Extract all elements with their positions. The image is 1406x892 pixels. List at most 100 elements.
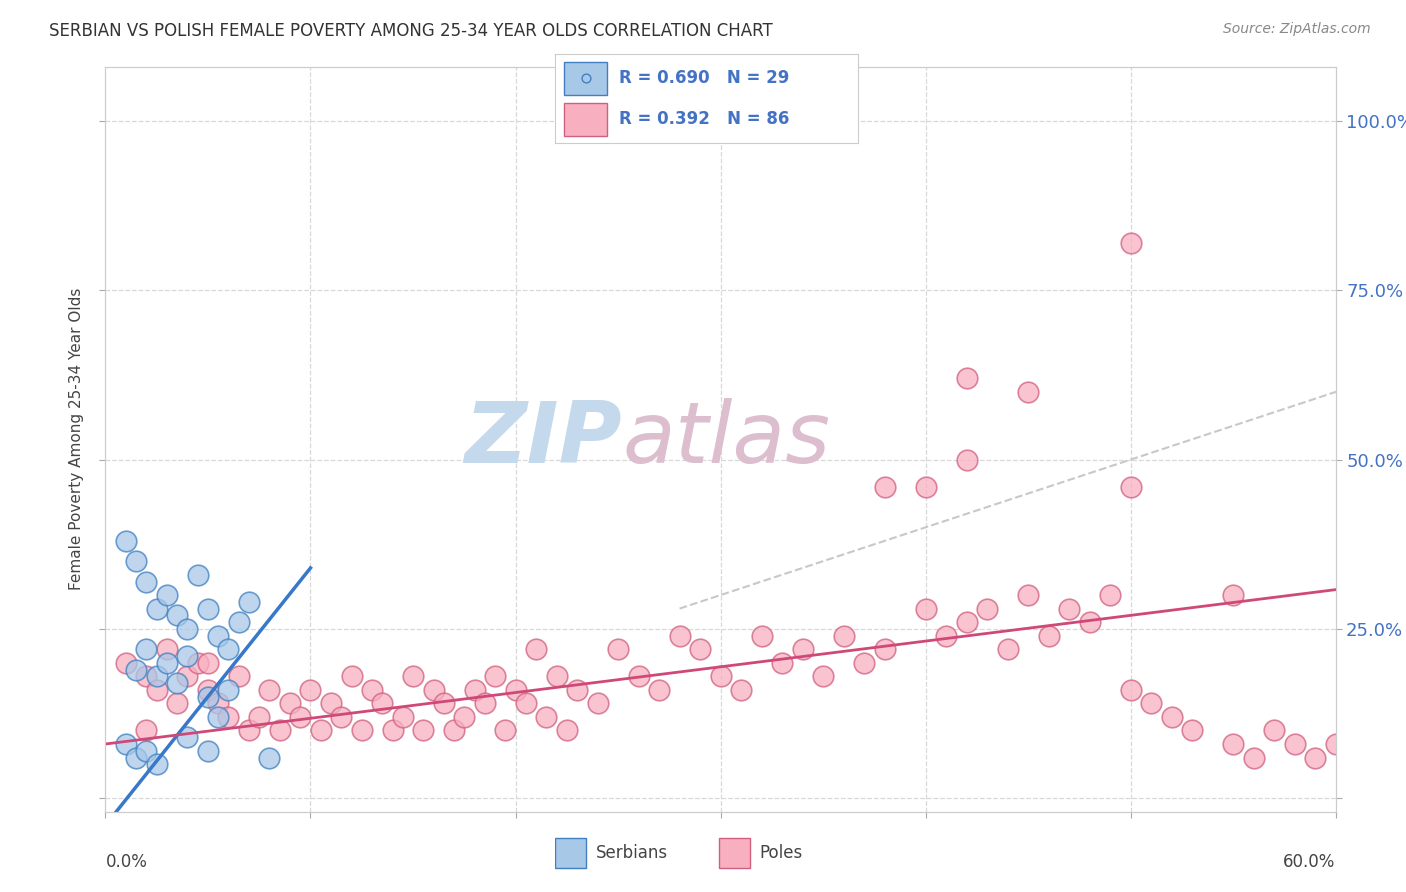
Point (145, 669, 167, 683)
Point (115, 737, 138, 751)
Point (433, 697, 456, 711)
Point (1119, 480, 1142, 494)
Point (319, 697, 342, 711)
Point (770, 656, 793, 670)
Point (125, 750, 148, 764)
Point (228, 669, 250, 683)
Text: Poles: Poles (759, 844, 803, 862)
Point (278, 697, 301, 711)
Point (730, 682, 752, 697)
Point (689, 642, 711, 657)
Point (1119, 235, 1142, 250)
Point (1284, 737, 1306, 751)
Point (997, 642, 1019, 657)
Point (145, 601, 167, 615)
Point (976, 601, 998, 615)
Point (197, 601, 219, 615)
Point (1324, 737, 1347, 751)
Point (1017, 384, 1039, 399)
Point (197, 744, 219, 758)
Point (247, 710, 270, 724)
Point (1243, 750, 1265, 764)
Text: atlas: atlas (621, 398, 830, 481)
Point (207, 629, 229, 643)
Text: SERBIAN VS POLISH FEMALE POVERTY AMONG 25-34 YEAR OLDS CORRELATION CHART: SERBIAN VS POLISH FEMALE POVERTY AMONG 2… (49, 22, 773, 40)
Point (546, 669, 568, 683)
Point (115, 533, 138, 548)
Point (914, 480, 936, 494)
Point (238, 595, 260, 609)
Point (1057, 601, 1080, 615)
Point (811, 669, 834, 683)
Point (340, 669, 363, 683)
Text: Source: ZipAtlas.com: Source: ZipAtlas.com (1223, 22, 1371, 37)
Point (453, 710, 475, 724)
Text: R = 0.392   N = 86: R = 0.392 N = 86 (619, 110, 789, 128)
Point (422, 682, 444, 697)
Text: R = 0.690   N = 29: R = 0.690 N = 29 (619, 69, 789, 87)
Point (218, 710, 240, 724)
Point (166, 697, 188, 711)
Bar (720, 838, 751, 868)
Point (1099, 588, 1122, 602)
Point (1140, 697, 1163, 711)
Point (443, 723, 465, 738)
Point (402, 669, 425, 683)
Point (135, 574, 157, 589)
Point (505, 682, 527, 697)
Point (238, 723, 260, 738)
Point (187, 567, 209, 582)
Point (371, 697, 394, 711)
Point (607, 642, 630, 657)
Bar (564, 103, 607, 136)
Point (176, 648, 198, 663)
Point (1078, 615, 1101, 629)
Point (166, 676, 188, 690)
Point (156, 642, 179, 657)
Point (474, 697, 496, 711)
Point (565, 682, 588, 697)
Point (648, 682, 671, 697)
Point (197, 682, 219, 697)
Point (197, 690, 219, 704)
Point (156, 656, 179, 670)
Point (125, 554, 148, 568)
Text: 60.0%: 60.0% (1284, 853, 1336, 871)
Point (207, 710, 229, 724)
Point (176, 730, 198, 744)
Point (792, 642, 814, 657)
Point (228, 615, 250, 629)
Point (853, 656, 876, 670)
Text: ZIP: ZIP (464, 398, 621, 481)
Point (1222, 588, 1244, 602)
Point (873, 480, 896, 494)
Point (330, 710, 353, 724)
Point (207, 697, 229, 711)
Point (135, 723, 157, 738)
Point (1038, 629, 1060, 643)
Point (176, 622, 198, 636)
Point (1181, 723, 1204, 738)
Point (484, 669, 506, 683)
Point (1303, 750, 1326, 764)
Point (166, 608, 188, 623)
Point (125, 663, 148, 677)
Point (627, 669, 650, 683)
Point (914, 601, 936, 615)
Point (586, 697, 609, 711)
Point (575, 71, 598, 86)
Point (361, 682, 384, 697)
Point (259, 750, 281, 764)
Point (269, 723, 291, 738)
Point (464, 682, 486, 697)
Text: Serbians: Serbians (596, 844, 668, 862)
Point (156, 588, 179, 602)
Point (290, 710, 312, 724)
Point (956, 371, 979, 385)
Point (668, 629, 690, 643)
Point (135, 642, 157, 657)
Point (751, 629, 773, 643)
Point (197, 656, 219, 670)
Y-axis label: Female Poverty Among 25-34 Year Olds: Female Poverty Among 25-34 Year Olds (69, 288, 84, 591)
Bar (564, 62, 607, 95)
